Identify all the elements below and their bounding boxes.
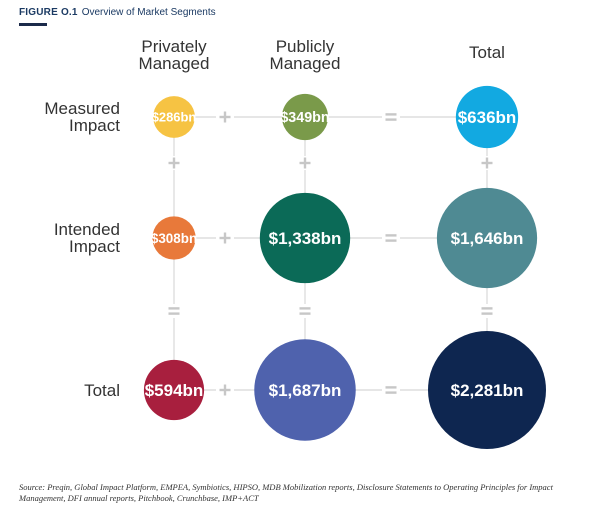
value-label-total-publicly-managed: $1,687bn bbox=[269, 381, 342, 400]
operator-total-2-backdrop bbox=[478, 304, 496, 318]
figure-title-underline bbox=[19, 23, 47, 26]
bubble-intended-impact-privately-managed bbox=[152, 216, 196, 260]
bubble-measured-impact-publicly-managed bbox=[281, 93, 329, 141]
figure-title: Overview of Market Segments bbox=[81, 7, 216, 18]
row-header-total: Total bbox=[84, 381, 120, 400]
operator-publicly-managed-2-backdrop bbox=[296, 304, 314, 318]
operator-intended-impact-2-backdrop bbox=[382, 231, 400, 245]
bubble-measured-impact-privately-managed bbox=[153, 96, 195, 138]
bubble-total-privately-managed bbox=[143, 359, 205, 421]
value-label-intended-impact-total: $1,646bn bbox=[451, 229, 524, 248]
value-label-intended-impact-publicly-managed: $1,338bn bbox=[269, 229, 342, 248]
operator-privately-managed-2-backdrop bbox=[165, 304, 183, 318]
value-label-intended-impact-privately-managed: $308bn bbox=[151, 231, 197, 246]
market-segments-chart: Privately Managed Publicly Managed Total Meas… bbox=[44, 37, 546, 449]
source-note: Source: Preqin, Global Impact Platform, … bbox=[19, 482, 553, 503]
bubble-total-publicly-managed bbox=[254, 339, 356, 441]
bubble-total-total bbox=[428, 331, 546, 449]
value-label-measured-impact-privately-managed: $286bn bbox=[152, 110, 197, 125]
column-header-privately-managed: Privately Managed bbox=[139, 37, 210, 73]
bubble-measured-impact-total bbox=[455, 85, 519, 149]
column-header-publicly-managed: Publicly Managed bbox=[270, 37, 341, 73]
value-label-total-total: $2,281bn bbox=[451, 381, 524, 400]
operator-measured-impact-2-backdrop bbox=[382, 110, 400, 124]
figure-header: FIGURE O.1 Overview of Market Segments bbox=[19, 7, 216, 18]
row-header-measured-impact: Measured Impact bbox=[44, 99, 120, 135]
value-label-measured-impact-total: $636bn bbox=[458, 108, 517, 127]
operator-total-2-backdrop bbox=[382, 383, 400, 397]
figure-label: FIGURE O.1 bbox=[19, 7, 78, 18]
row-header-intended-impact: Intended Impact bbox=[54, 220, 120, 256]
value-label-measured-impact-publicly-managed: $349bn bbox=[280, 110, 329, 126]
bubble-intended-impact-total bbox=[436, 187, 538, 289]
value-label-total-privately-managed: $594bn bbox=[145, 381, 204, 400]
bubble-intended-impact-publicly-managed bbox=[259, 192, 351, 284]
column-header-total: Total bbox=[469, 43, 505, 62]
